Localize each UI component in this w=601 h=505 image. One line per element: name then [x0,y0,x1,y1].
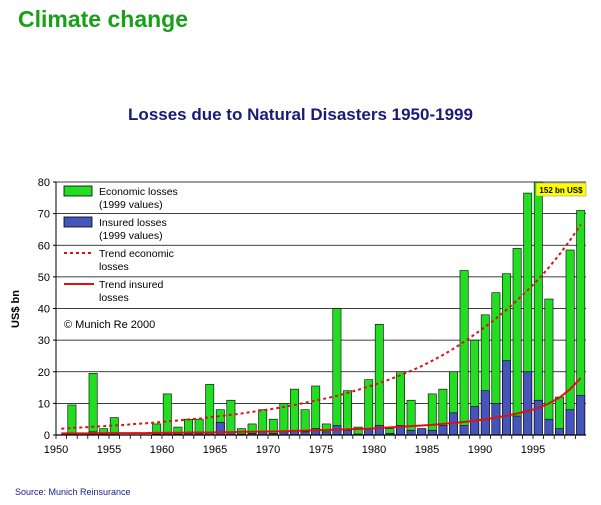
legend-label: losses [99,261,129,273]
insured-loss-bar [459,425,469,436]
legend-swatch [63,185,93,197]
economic-loss-bar [512,248,522,436]
insured-loss-bar [427,429,437,436]
economic-loss-bar [533,181,543,436]
bars [67,181,586,436]
legend-label: losses [99,292,129,304]
insured-loss-bar [523,371,533,436]
insured-loss-bar [512,415,522,436]
legend-swatch [63,216,93,228]
economic-loss-bar [459,270,469,436]
copyright-annotation: © Munich Re 2000 [64,319,155,331]
insured-loss-bar [417,428,427,436]
y-tick-label: 40 [38,304,50,316]
x-tick-label: 1965 [203,444,227,456]
trend-insured-line [61,377,582,435]
economic-loss-bar [544,298,554,436]
legend-label: Insured losses [99,217,167,229]
y-tick-label: 30 [38,335,50,347]
x-tick-label: 1975 [309,444,333,456]
x-tick-label: 1960 [150,444,174,456]
x-tick-label: 1995 [521,444,545,456]
economic-loss-bar [406,399,416,436]
economic-loss-bar [268,418,278,436]
economic-loss-bar [332,308,342,436]
x-tick-label: 1950 [44,444,68,456]
legend-label: (1999 values) [99,199,163,211]
insured-loss-bar [502,360,511,436]
insured-loss-bar [544,418,554,436]
y-tick-label: 20 [38,367,50,379]
economic-loss-bar [311,385,321,436]
legend: Economic losses(1999 values)Insured loss… [63,185,178,304]
insured-loss-bar [533,399,543,436]
legend-label: Trend economic [99,248,174,260]
axes: 0 10 20 30 40 50 60 70 80 1950 1955 1960 1965 1970 197… [38,177,586,456]
economic-loss-bar [162,393,172,436]
trend-lines [61,224,582,435]
x-tick-label: 1955 [97,444,121,456]
callout-box [535,182,587,197]
legend-label: (1999 values) [99,230,163,242]
economic-loss-bar [67,404,77,436]
callout-text: 152 bn US$ [539,186,583,195]
economic-loss-bar [226,399,236,436]
economic-loss-bar [565,249,575,436]
legend-label: Trend insured [99,279,164,291]
x-tick-label: 1985 [415,444,439,456]
y-axis-label: US$ bn [10,290,22,328]
trend-economic-line [61,224,582,430]
x-tick-label: 1990 [468,444,492,456]
insured-loss-bar [576,395,586,436]
y-tick-label: 50 [38,272,50,284]
y-tick-label: 80 [38,177,50,189]
economic-loss-bar [374,324,384,436]
y-tick-label: 10 [38,398,50,410]
y-tick-label: 0 [44,430,50,442]
economic-loss-bar [427,393,437,436]
legend-label: Economic losses [99,186,178,198]
insured-loss-bar [438,425,448,436]
insured-loss-bar [491,403,501,436]
insured-loss-bar [480,390,490,436]
insured-loss-bar [555,428,564,436]
insured-loss-bar [406,429,416,436]
economic-loss-bar [205,384,215,436]
chart-title: Losses due to Natural Disasters 1950-199… [128,105,473,124]
y-tick-label: 60 [38,240,50,252]
x-tick-label: 1980 [362,444,386,456]
y-tick-label: 70 [38,209,50,221]
insured-loss-bar [343,429,352,436]
x-tick-label: 1970 [256,444,280,456]
source-note: Source: Munich Reinsurance [15,487,131,497]
economic-loss-bar [290,388,299,436]
insured-loss-bar [565,409,575,436]
callout-152bn: 152 bn US$ [535,182,587,197]
economic-loss-bar [88,373,98,436]
slide-title: Climate change [18,6,188,32]
